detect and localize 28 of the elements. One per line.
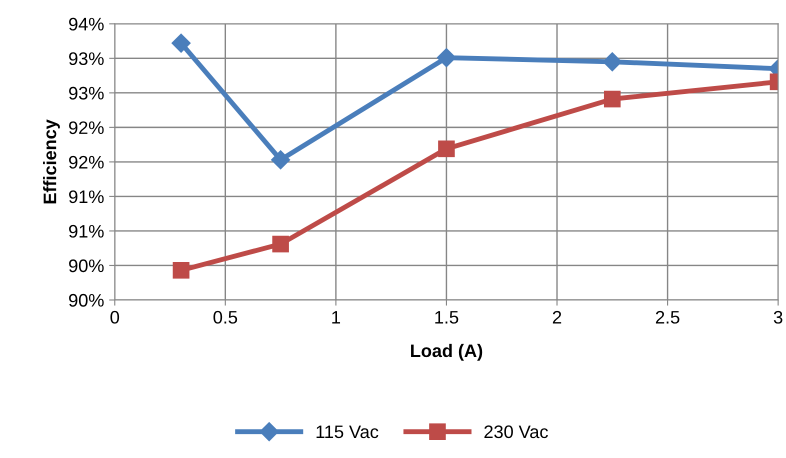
point <box>604 90 621 108</box>
y-tick-label: 93% <box>69 52 104 66</box>
x-tick-label: 3 <box>774 310 782 324</box>
point <box>602 52 622 72</box>
y-tick-label: 92% <box>69 121 104 134</box>
legend-label: 230 Vac <box>484 425 548 438</box>
point <box>172 262 190 279</box>
y-axis-title: Efficiency <box>43 119 60 204</box>
x-tick-label: 0 <box>110 310 120 324</box>
x-tick-label: 1.5 <box>435 311 458 324</box>
y-tick-label: 90% <box>69 259 104 272</box>
y-tick-label: 94% <box>69 18 104 31</box>
x-tick-label: 2 <box>552 310 562 324</box>
x-tick-label: 0.5 <box>213 310 238 324</box>
point <box>438 140 455 158</box>
legend-label: 115 Vac <box>316 426 378 438</box>
y-tick-label: 91% <box>69 190 104 204</box>
x-axis-title: Load (A) <box>411 344 482 361</box>
y-tick-label: 91% <box>69 224 104 238</box>
point <box>272 236 289 252</box>
point <box>172 34 191 53</box>
x-tick-label: 1 <box>332 311 340 324</box>
x-tick-label: 2.5 <box>656 310 680 324</box>
y-tick-label: 93% <box>69 86 104 100</box>
y-tick-label: 92% <box>69 156 104 169</box>
point <box>271 150 290 170</box>
y-tick-label: 90% <box>69 294 104 307</box>
point <box>436 48 456 68</box>
